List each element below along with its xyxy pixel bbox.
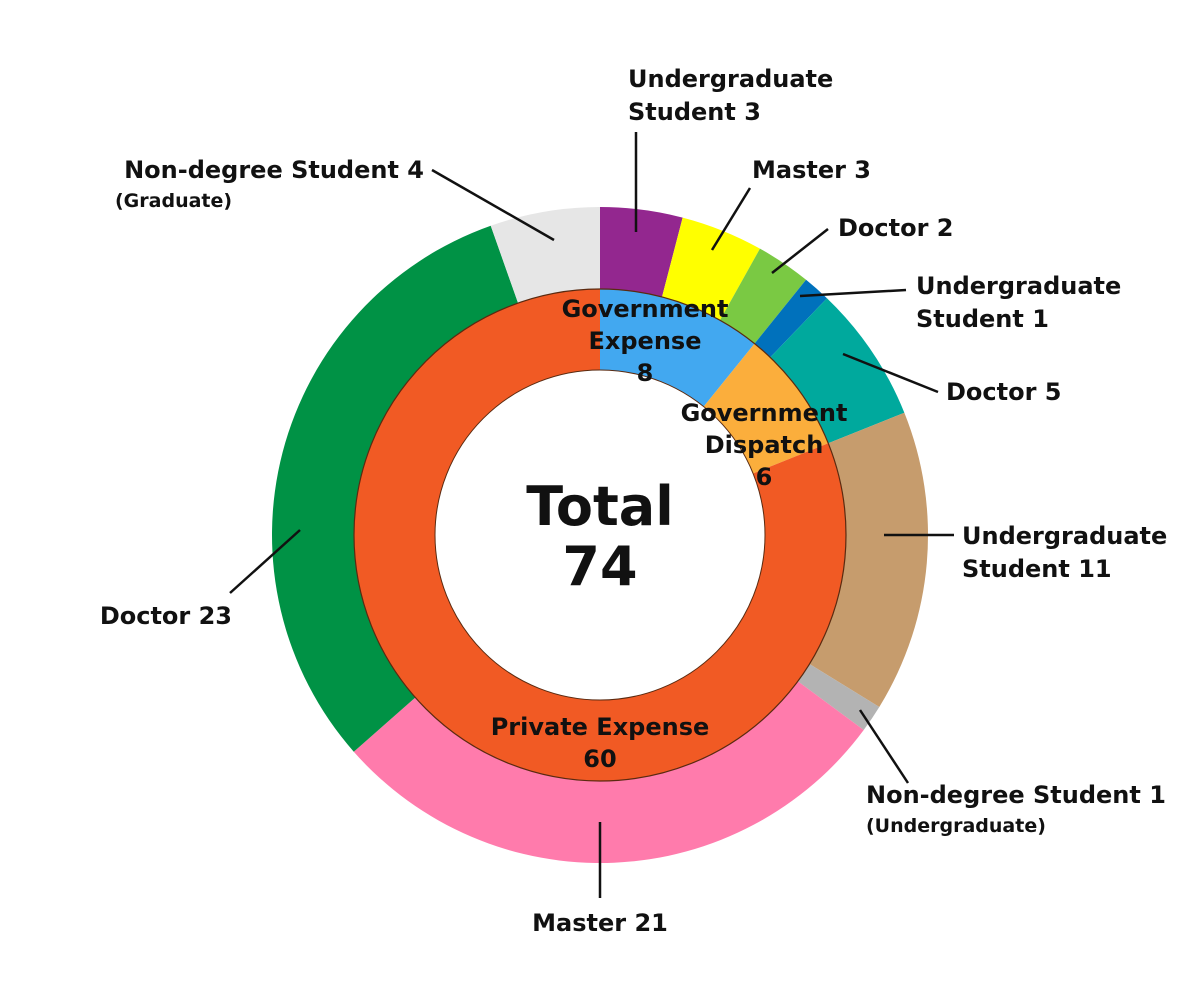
- inner-label-line: Private Expense: [491, 713, 710, 741]
- outer-sublabel-non-degree-student-4: (Graduate): [115, 190, 232, 212]
- outer-label-line: Non-degree Student 4: [124, 156, 424, 184]
- outer-label-undergraduate-student-1: Undergraduate Student 1: [916, 272, 1121, 333]
- outer-label-non-degree-student-4: Non-degree Student 4: [124, 156, 424, 184]
- outer-label-line: Master 21: [532, 909, 668, 937]
- inner-label-line: Government: [562, 295, 729, 323]
- outer-label-line: Non-degree Student 1: [866, 781, 1166, 809]
- inner-slice-government-dispatch: [703, 343, 829, 474]
- outer-label-line: Master 3: [752, 156, 871, 184]
- outer-slice-undergraduate-student-1: [754, 279, 827, 358]
- outer-label-line: Undergraduate: [628, 65, 833, 93]
- outer-label-non-degree-student-1: Non-degree Student 1: [866, 781, 1166, 809]
- inner-ring-outline: [353, 288, 847, 782]
- inner-value-text: 60: [583, 745, 616, 773]
- outer-label-line: Student 3: [628, 98, 761, 126]
- outer-label-line: Doctor 23: [100, 602, 232, 630]
- outer-label-line: Student 1: [916, 305, 1049, 333]
- outer-label-doctor-5: Doctor 5: [946, 378, 1062, 406]
- outer-label-line: Doctor 2: [838, 214, 954, 242]
- inner-value-text: 6: [756, 463, 773, 491]
- outer-slice-doctor-2: [719, 248, 807, 344]
- center-total-title: Total: [526, 475, 674, 538]
- outer-slice-non-degree-student-4: [490, 207, 600, 304]
- outer-sublabel-non-degree-student-1: (Undergraduate): [866, 815, 1046, 837]
- inner-label-private-expense: Private Expense 60: [491, 713, 710, 773]
- inner-value-text: 8: [637, 359, 654, 387]
- leader-line-master-3: [710, 187, 752, 251]
- leader-line-non-degree-student-1: [858, 709, 910, 784]
- outer-label-doctor-23: Doctor 23: [100, 602, 232, 630]
- leader-line-doctor-2: [771, 228, 829, 274]
- outer-label-undergraduate-student-11: Undergraduate Student 11: [962, 522, 1167, 583]
- outer-slice-doctor-5: [770, 298, 905, 444]
- outer-label-doctor-2: Doctor 2: [838, 214, 954, 242]
- leader-line-doctor-5: [842, 352, 939, 394]
- inner-slice-private-expense: [354, 289, 846, 782]
- outer-label-line: Doctor 5: [946, 378, 1062, 406]
- outer-slice-master-3: [661, 217, 760, 321]
- outer-label-line: Undergraduate: [916, 272, 1121, 300]
- leader-line-doctor-23: [229, 529, 301, 594]
- inner-label-line: Dispatch: [705, 431, 824, 459]
- outer-label-line: Student 11: [962, 555, 1112, 583]
- inner-label-government-dispatch: Government Dispatch 6: [681, 399, 848, 491]
- outer-label-master-3: Master 3: [752, 156, 871, 184]
- outer-slice-doctor-23: [272, 225, 519, 752]
- outer-slice-master-21: [353, 681, 864, 863]
- center-total-value: 74: [562, 535, 637, 598]
- leader-line-non-degree-student-4: [431, 168, 555, 242]
- inner-label-government-expense: Government Expense 8: [562, 295, 729, 387]
- leader-line-undergraduate-student-1: [799, 288, 907, 298]
- inner-label-line: Expense: [589, 327, 702, 355]
- inner-label-line: Government: [681, 399, 848, 427]
- outer-slice-non-degree-student-1: [797, 663, 880, 731]
- donut-hole: [434, 369, 766, 701]
- outer-label-master-21: Master 21: [532, 909, 668, 937]
- outer-slice-undergraduate-student-3: [600, 207, 683, 297]
- outer-label-undergraduate-student-3: Undergraduate Student 3: [628, 65, 833, 126]
- outer-label-line: Undergraduate: [962, 522, 1167, 550]
- outer-slice-undergraduate-student-11: [809, 412, 928, 707]
